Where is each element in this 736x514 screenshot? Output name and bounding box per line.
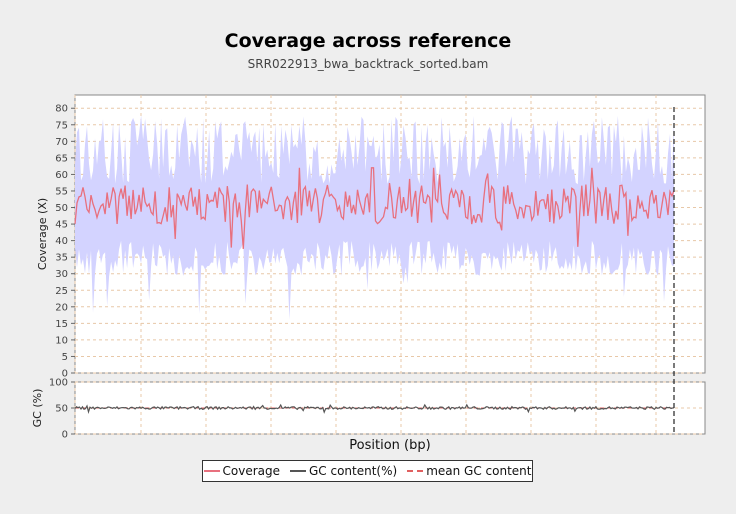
chart-subtitle: SRR022913_bwa_backtrack_sorted.bam: [247, 57, 489, 71]
legend-item-gc: GC content(%): [290, 464, 397, 478]
coverage-y-tick-label: 50: [55, 203, 68, 214]
coverage-y-tick-label: 75: [55, 120, 68, 131]
gc-y-tick-label: 50: [55, 404, 68, 415]
gc-y-tick-label: 0: [62, 430, 68, 441]
coverage-y-tick-label: 0: [62, 369, 68, 380]
coverage-y-tick-label: 10: [55, 335, 68, 346]
coverage-line: [74, 167, 675, 249]
coverage-y-tick-label: 60: [55, 170, 68, 181]
gc-y-tick-label: 100: [49, 378, 68, 389]
legend-item-mean-gc: mean GC content: [407, 464, 531, 478]
coverage-std-band: [75, 115, 674, 320]
legend-label-mean-gc: mean GC content: [426, 464, 532, 478]
legend: Coverage GC content(%) mean GC content: [202, 460, 533, 482]
coverage-y-tick-label: 55: [55, 186, 68, 197]
coverage-y-tick-label: 35: [55, 253, 68, 264]
legend-swatch-coverage: [203, 470, 220, 472]
coverage-y-tick-label: 15: [55, 319, 68, 330]
coverage-y-tick-label: 5: [62, 352, 68, 363]
gc-panel: 0 50 100 GC (%): [31, 378, 706, 441]
gc-y-ticks: 0 50 100: [49, 378, 75, 441]
legend-swatch-mean-gc: [407, 470, 424, 472]
coverage-y-tick-label: 40: [55, 236, 68, 247]
coverage-y-tick-label: 20: [55, 302, 68, 313]
coverage-y-tick-label: 80: [55, 104, 68, 115]
chart-title: Coverage across reference: [224, 30, 512, 52]
legend-label-coverage: Coverage: [222, 464, 281, 478]
legend-item-coverage: Coverage: [203, 464, 281, 478]
coverage-chart: 0 5 10 15 20 25 30 35 40 45 50 55 60 65 70 75 80 Coverag…: [31, 94, 706, 453]
legend-label-gc: GC content(%): [309, 464, 398, 478]
coverage-y-tick-label: 65: [55, 153, 68, 164]
x-axis-label: Position (bp): [349, 438, 430, 453]
gc-y-axis-label: GC (%): [31, 389, 44, 428]
coverage-panel: 0 5 10 15 20 25 30 35 40 45 50 55 60 65 70 75 80 Coverag…: [36, 94, 706, 380]
coverage-y-tick-label: 70: [55, 137, 68, 148]
coverage-y-ticks: 0 5 10 15 20 25 30 35 40 45 50 55 60 65 70 75 80: [55, 104, 75, 380]
gc-content-line: [74, 403, 675, 414]
legend-swatch-gc: [290, 470, 306, 472]
coverage-y-tick-label: 30: [55, 269, 68, 280]
coverage-y-tick-label: 25: [55, 286, 68, 297]
coverage-y-tick-label: 45: [55, 220, 68, 231]
coverage-y-axis-label: Coverage (X): [36, 198, 49, 270]
